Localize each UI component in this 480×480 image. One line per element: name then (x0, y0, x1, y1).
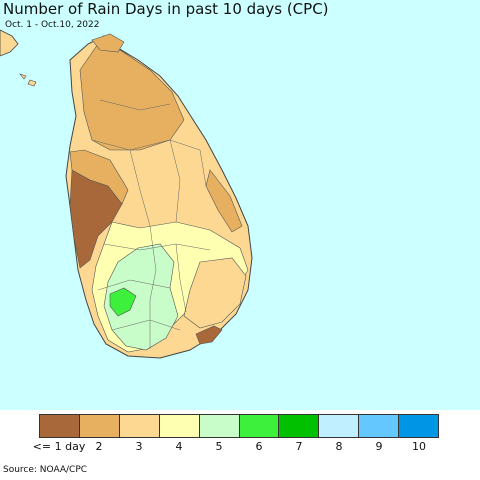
region-6day (109, 287, 137, 317)
legend-swatch (40, 415, 80, 437)
region-midwest-2day (69, 149, 129, 205)
district-boundaries (91, 99, 211, 348)
india-coast (0, 29, 19, 57)
legend-swatch (319, 415, 360, 437)
legend-swatch (359, 415, 400, 437)
legend-label: <= 1 day (32, 440, 86, 453)
legend-label: 8 (335, 440, 343, 453)
legend-swatch (119, 415, 160, 437)
legend-label: 9 (375, 440, 383, 453)
source-credit: Source: NOAA/CPC (3, 465, 88, 475)
legend-label: 6 (255, 440, 263, 453)
legend-label: 5 (215, 440, 223, 453)
legend-swatch (159, 415, 200, 437)
legend-swatch (239, 415, 280, 437)
region-southeast-1day (195, 325, 223, 345)
legend-label: 4 (175, 440, 183, 453)
legend-swatch (199, 415, 240, 437)
legend-label: 2 (95, 440, 103, 453)
legend-swatch (279, 415, 320, 437)
region-north-2day (79, 43, 185, 151)
legend-swatch (399, 415, 439, 437)
map-title: Number of Rain Days in past 10 days (CPC… (3, 0, 329, 18)
region-southeast-3day (183, 257, 247, 329)
legend-label: 3 (135, 440, 143, 453)
map-subtitle: Oct. 1 - Oct.10, 2022 (5, 20, 100, 30)
small-islands (19, 73, 37, 87)
legend-swatch (79, 415, 120, 437)
legend-labels: <= 1 day 2 3 4 5 6 7 8 9 10 (33, 440, 439, 454)
legend-colorbar (39, 414, 439, 438)
region-southwest-5day (103, 243, 179, 351)
legend-label: 10 (412, 440, 426, 453)
sri-lanka-map (0, 29, 253, 359)
region-jaffna (91, 33, 125, 53)
map-area (0, 0, 480, 410)
legend-label: 7 (295, 440, 303, 453)
